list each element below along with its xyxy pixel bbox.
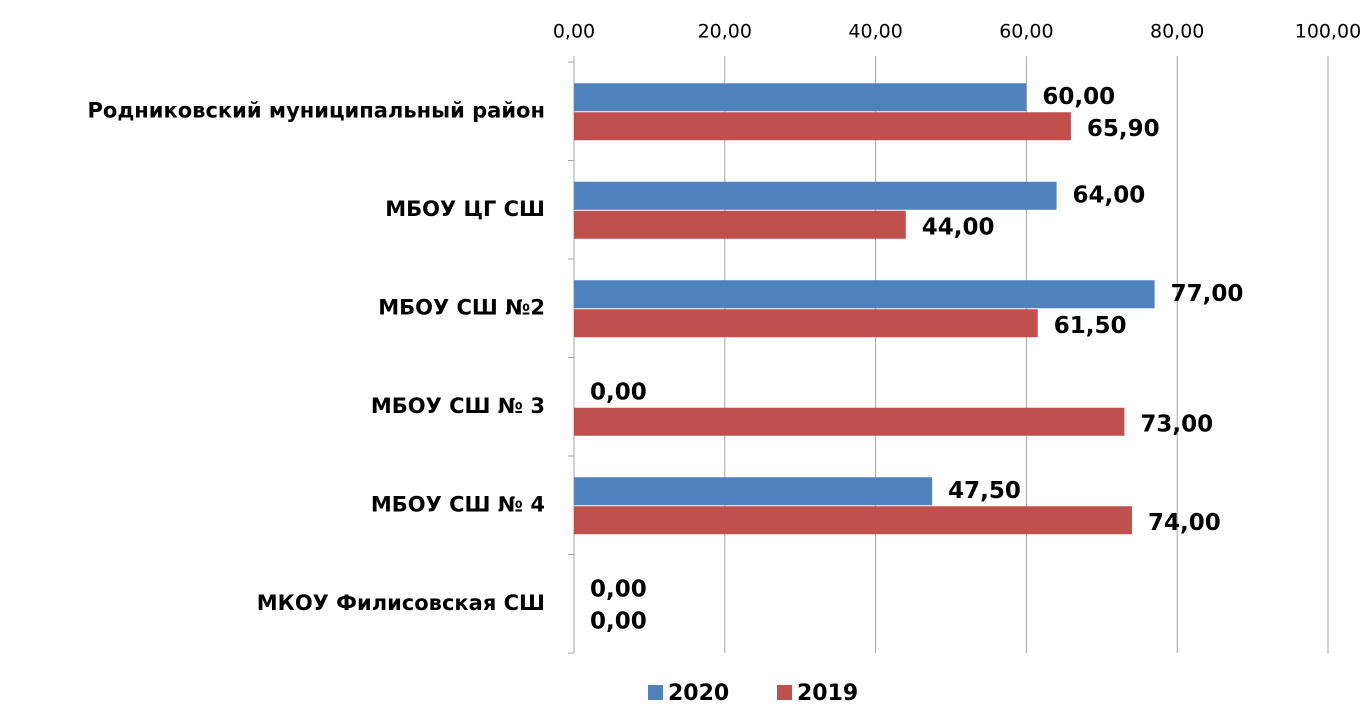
bar (574, 309, 1038, 338)
data-label: 44,00 (922, 214, 995, 240)
category-label: МБОУ СШ №2 (378, 295, 545, 319)
bar (574, 280, 1155, 309)
category-label: МКОУ Филисовская СШ (257, 591, 545, 615)
x-tick-label: 0,00 (553, 21, 595, 43)
category-label: Родниковский муниципальный район (88, 98, 546, 122)
bar (574, 477, 933, 506)
bar (574, 210, 906, 239)
x-tick-label: 100,00 (1295, 21, 1361, 43)
bar (574, 407, 1125, 436)
data-label: 47,50 (948, 478, 1021, 504)
data-label: 0,00 (590, 576, 647, 602)
category-label: МБОУ СШ № 3 (371, 394, 545, 418)
category-label: МБОУ ЦГ СШ (385, 197, 545, 221)
data-label: 74,00 (1148, 510, 1221, 536)
data-label: 0,00 (590, 608, 647, 634)
bar (574, 83, 1027, 112)
x-tick-label: 40,00 (848, 21, 902, 43)
data-label: 61,50 (1054, 313, 1127, 339)
category-label: МБОУ СШ № 4 (371, 492, 545, 516)
bar (574, 112, 1071, 141)
data-label: 60,00 (1042, 84, 1115, 110)
legend-swatch (777, 685, 792, 700)
data-label: 0,00 (590, 379, 647, 405)
legend-label: 2020 (668, 681, 729, 706)
data-label: 64,00 (1073, 182, 1146, 208)
data-label: 73,00 (1140, 411, 1213, 437)
legend-swatch (648, 685, 663, 700)
data-label: 77,00 (1171, 281, 1244, 307)
data-label: 65,90 (1087, 116, 1160, 142)
bar (574, 181, 1057, 210)
legend-label: 2019 (797, 681, 858, 706)
x-tick-label: 60,00 (999, 21, 1053, 43)
x-tick-label: 80,00 (1150, 21, 1204, 43)
x-tick-label: 20,00 (698, 21, 752, 43)
bar (574, 506, 1132, 535)
